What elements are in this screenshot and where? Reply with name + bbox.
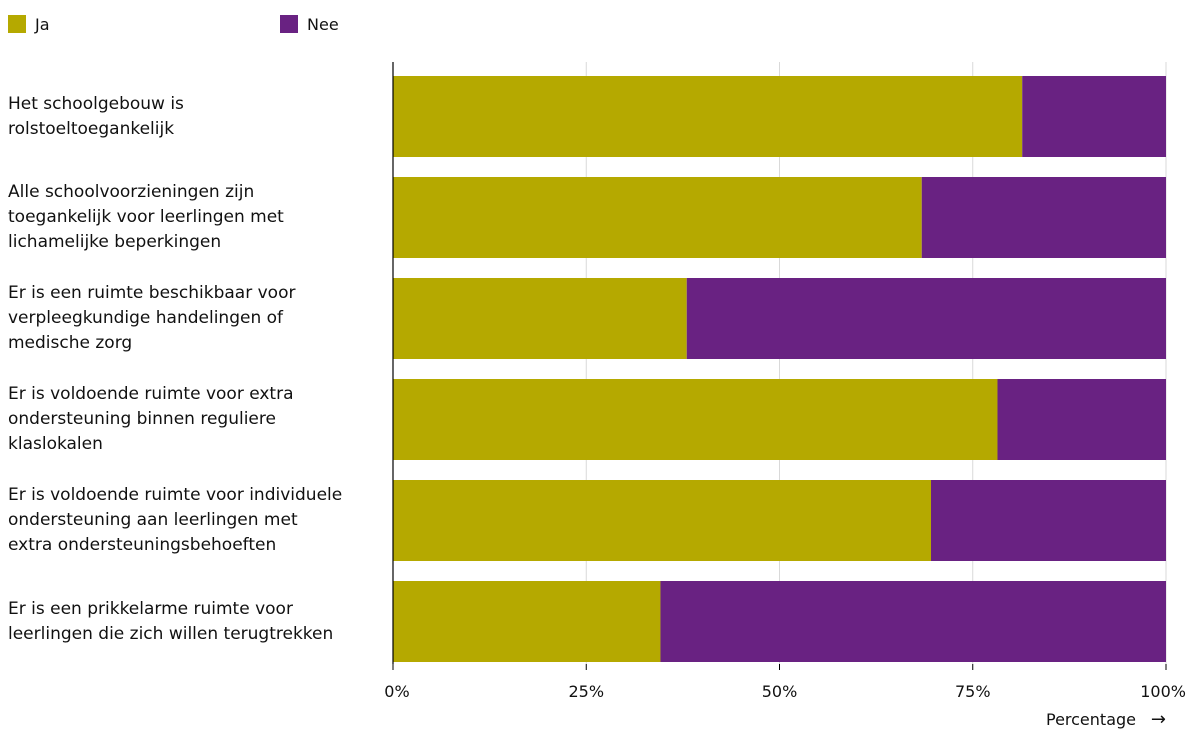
bar-ja-4: [393, 379, 998, 460]
bar-nee-5: [931, 480, 1166, 561]
x-tick-label-25: 25%: [568, 682, 604, 701]
legend-swatch-ja: [8, 15, 26, 33]
bar-ja-3: [393, 278, 687, 359]
bar-nee-1: [1022, 76, 1166, 157]
category-label-1: Het schoolgebouw is rolstoeltoegankelijk: [8, 93, 184, 139]
category-label-5: Er is voldoende ruimte voor individuele …: [8, 485, 343, 555]
tick-labels: 0% 25% 50% 75% 100%: [384, 664, 1186, 701]
grid-lines: [585, 62, 1167, 664]
legend-label-ja: Ja: [35, 14, 50, 34]
bar-ja-1: [393, 76, 1023, 157]
bar-nee-4: [997, 379, 1166, 460]
bar-nee-3: [686, 278, 1166, 359]
legend-item-ja: Ja: [8, 13, 50, 35]
bar-ja-2: [393, 177, 922, 258]
x-tick-label-100: 100%: [1140, 682, 1186, 701]
arrow-right-icon: →: [1150, 709, 1166, 730]
x-tick-label-75: 75%: [955, 682, 991, 701]
bar-nee-6: [660, 581, 1166, 662]
bar-ja-6: [393, 581, 661, 662]
category-label-3: Er is een ruimte beschikbaar voor verple…: [8, 283, 296, 353]
legend-swatch-nee: [280, 15, 298, 33]
category-label-4: Er is voldoende ruimte voor extra onders…: [8, 384, 294, 454]
category-label-6: Er is een prikkelarme ruimte voor leerli…: [8, 598, 334, 644]
x-tick-label-50: 50%: [762, 682, 798, 701]
legend-label-nee: Nee: [307, 14, 339, 34]
x-tick-label-0: 0%: [384, 682, 409, 701]
bars-group: [393, 76, 1166, 662]
bar-nee-2: [921, 177, 1166, 258]
legend-item-nee: Nee: [280, 13, 339, 35]
bar-ja-5: [393, 480, 932, 561]
x-axis-title: Percentage: [1045, 710, 1136, 729]
category-label-2: Alle schoolvoorzieningen zijn toegankeli…: [8, 182, 284, 252]
